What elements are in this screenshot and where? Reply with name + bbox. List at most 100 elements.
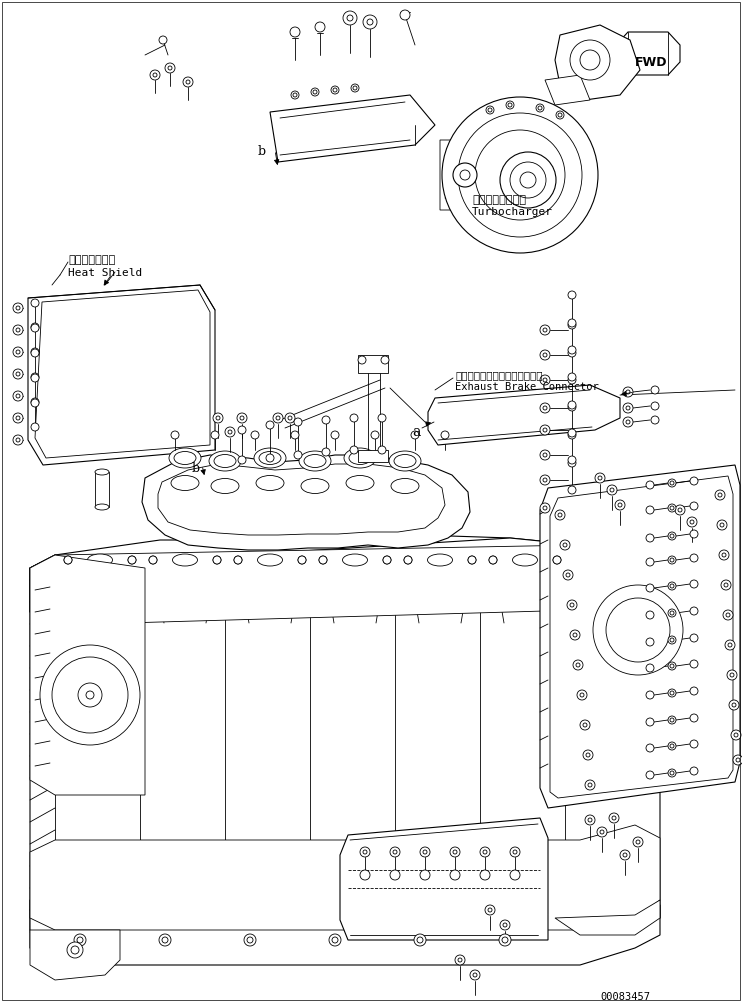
Text: b: b: [258, 145, 266, 158]
Circle shape: [690, 660, 698, 668]
Polygon shape: [540, 465, 740, 808]
Circle shape: [626, 406, 630, 410]
Circle shape: [690, 554, 698, 562]
Circle shape: [690, 580, 698, 588]
Circle shape: [149, 556, 157, 564]
Circle shape: [668, 662, 676, 670]
Circle shape: [543, 453, 547, 457]
Circle shape: [322, 416, 330, 424]
Circle shape: [670, 558, 674, 562]
Circle shape: [538, 106, 542, 110]
Circle shape: [251, 431, 259, 439]
Circle shape: [636, 840, 640, 844]
Polygon shape: [30, 900, 660, 965]
Circle shape: [470, 970, 480, 980]
Circle shape: [690, 687, 698, 695]
Circle shape: [16, 328, 20, 332]
Circle shape: [577, 690, 587, 700]
Circle shape: [573, 633, 577, 637]
Circle shape: [450, 847, 460, 857]
Circle shape: [489, 556, 497, 564]
Ellipse shape: [413, 574, 467, 602]
Circle shape: [580, 720, 590, 730]
Polygon shape: [30, 825, 660, 930]
Ellipse shape: [256, 476, 284, 491]
Circle shape: [367, 19, 373, 25]
Circle shape: [266, 454, 274, 462]
Circle shape: [690, 477, 698, 485]
Circle shape: [646, 691, 654, 699]
Circle shape: [651, 402, 659, 410]
Ellipse shape: [343, 554, 367, 566]
Circle shape: [371, 431, 379, 439]
Circle shape: [732, 703, 736, 707]
Circle shape: [450, 870, 460, 880]
Circle shape: [597, 827, 607, 837]
Circle shape: [311, 88, 319, 96]
Circle shape: [16, 306, 20, 310]
Circle shape: [16, 416, 20, 420]
Circle shape: [378, 414, 386, 422]
Circle shape: [670, 771, 674, 775]
Ellipse shape: [453, 147, 478, 202]
Text: b: b: [192, 462, 200, 475]
Circle shape: [583, 750, 593, 760]
Circle shape: [668, 504, 676, 512]
Circle shape: [234, 556, 242, 564]
Circle shape: [510, 870, 520, 880]
Circle shape: [273, 413, 283, 423]
Circle shape: [690, 607, 698, 615]
Circle shape: [71, 946, 79, 954]
Polygon shape: [28, 285, 215, 465]
Circle shape: [298, 556, 306, 564]
Circle shape: [556, 111, 564, 119]
Circle shape: [291, 431, 299, 439]
Circle shape: [31, 299, 39, 307]
Circle shape: [536, 104, 544, 112]
Circle shape: [726, 613, 730, 617]
Circle shape: [670, 534, 674, 538]
Circle shape: [540, 475, 550, 485]
Circle shape: [568, 319, 576, 327]
Ellipse shape: [169, 448, 201, 468]
Circle shape: [458, 113, 582, 237]
Circle shape: [568, 486, 576, 494]
Circle shape: [720, 523, 724, 527]
Bar: [358, 450, 388, 462]
Circle shape: [670, 481, 674, 485]
Circle shape: [31, 348, 39, 356]
Polygon shape: [545, 75, 590, 105]
Circle shape: [670, 638, 674, 642]
Circle shape: [690, 634, 698, 642]
Circle shape: [558, 113, 562, 117]
Polygon shape: [616, 32, 680, 75]
Circle shape: [165, 63, 175, 73]
Circle shape: [228, 430, 232, 434]
Ellipse shape: [334, 578, 376, 598]
Circle shape: [600, 830, 604, 834]
Circle shape: [168, 66, 172, 70]
Ellipse shape: [254, 448, 286, 468]
Circle shape: [690, 740, 698, 748]
Circle shape: [555, 510, 565, 520]
Polygon shape: [30, 535, 660, 625]
Circle shape: [724, 583, 728, 587]
Circle shape: [568, 346, 576, 354]
Circle shape: [568, 401, 576, 409]
Circle shape: [670, 506, 674, 510]
Ellipse shape: [157, 574, 212, 602]
Circle shape: [86, 691, 94, 699]
Circle shape: [213, 556, 221, 564]
Circle shape: [404, 556, 412, 564]
Circle shape: [468, 556, 476, 564]
Circle shape: [77, 937, 83, 943]
Circle shape: [294, 418, 302, 426]
Circle shape: [717, 520, 727, 530]
Circle shape: [609, 813, 619, 823]
Circle shape: [727, 670, 737, 680]
Ellipse shape: [389, 451, 421, 471]
Circle shape: [453, 850, 457, 854]
Circle shape: [690, 520, 694, 524]
Circle shape: [240, 416, 244, 420]
Circle shape: [568, 459, 576, 467]
